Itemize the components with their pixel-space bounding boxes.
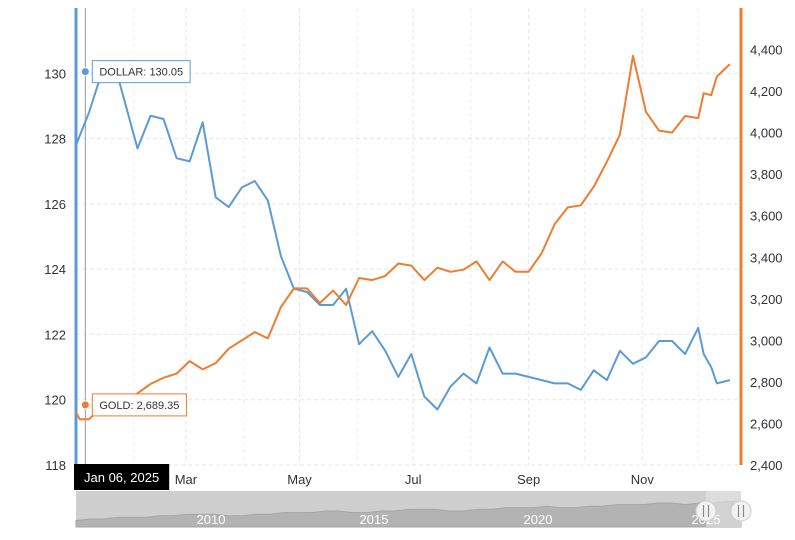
date-badge-text: Jan 06, 2025 [84, 470, 159, 485]
range-navigator[interactable]: 2010201520202025 [75, 491, 752, 528]
x-tick-label: May [287, 472, 312, 487]
right-tick-label: 4,200 [750, 84, 783, 99]
right-tick-label: 4,400 [750, 43, 783, 58]
gold-tooltip: GOLD: 2,689.35 [91, 393, 187, 417]
gold-tooltip-text: GOLD: 2,689.35 [99, 400, 179, 412]
left-tick-label: 120 [44, 393, 66, 408]
x-tick-label: Sep [517, 472, 540, 487]
dollar-tooltip: DOLLAR: 130.05 [91, 60, 191, 84]
x-axis-ticks: Mar May Jul Sep Nov [175, 472, 655, 487]
left-axis-ticks: 118 120 122 124 126 128 130 [44, 66, 66, 473]
navigator-year-label: 2015 [360, 512, 389, 527]
navigator-year-labels: 2010201520202025 [197, 512, 721, 527]
right-tick-label: 3,400 [750, 250, 783, 265]
right-tick-label: 4,000 [750, 126, 783, 141]
left-tick-label: 118 [45, 458, 66, 473]
dollar-marker [80, 67, 90, 77]
right-axis-ticks: 2,400 2,600 2,800 3,000 3,200 3,400 3,600 3,800… [750, 43, 783, 473]
gold-marker [80, 400, 90, 410]
right-tick-label: 3,200 [750, 292, 783, 307]
navigator-year-label: 2020 [524, 512, 553, 527]
left-tick-label: 126 [44, 197, 66, 212]
right-tick-label: 2,600 [750, 416, 783, 431]
x-tick-label: Nov [631, 472, 655, 487]
right-tick-label: 2,400 [750, 458, 783, 473]
crosshair-markers [80, 67, 90, 410]
series-line-dollar [75, 69, 731, 411]
date-badge-box [74, 464, 170, 490]
right-tick-label: 2,800 [750, 375, 783, 390]
navigator-area [75, 500, 742, 528]
navigator-handle-right[interactable] [730, 500, 752, 522]
series-line-gold [75, 54, 731, 421]
left-tick-label: 124 [44, 262, 66, 277]
gold-tooltip-box [91, 393, 187, 417]
navigator-handle-left[interactable] [695, 500, 717, 522]
dollar-tooltip-text: DOLLAR: 130.05 [99, 67, 183, 79]
dollar-tooltip-box [91, 60, 191, 84]
x-tick-label: Jul [405, 472, 422, 487]
right-tick-label: 3,600 [750, 209, 783, 224]
left-tick-label: 122 [44, 327, 66, 342]
navigator-year-label: 2010 [197, 512, 226, 527]
left-tick-label: 130 [44, 66, 66, 81]
right-tick-label: 3,000 [750, 333, 783, 348]
crosshair-date-badge: Jan 06, 2025 [74, 464, 170, 490]
x-tick-label: Mar [175, 472, 198, 487]
right-tick-label: 3,800 [750, 167, 783, 182]
left-tick-label: 128 [44, 132, 66, 147]
